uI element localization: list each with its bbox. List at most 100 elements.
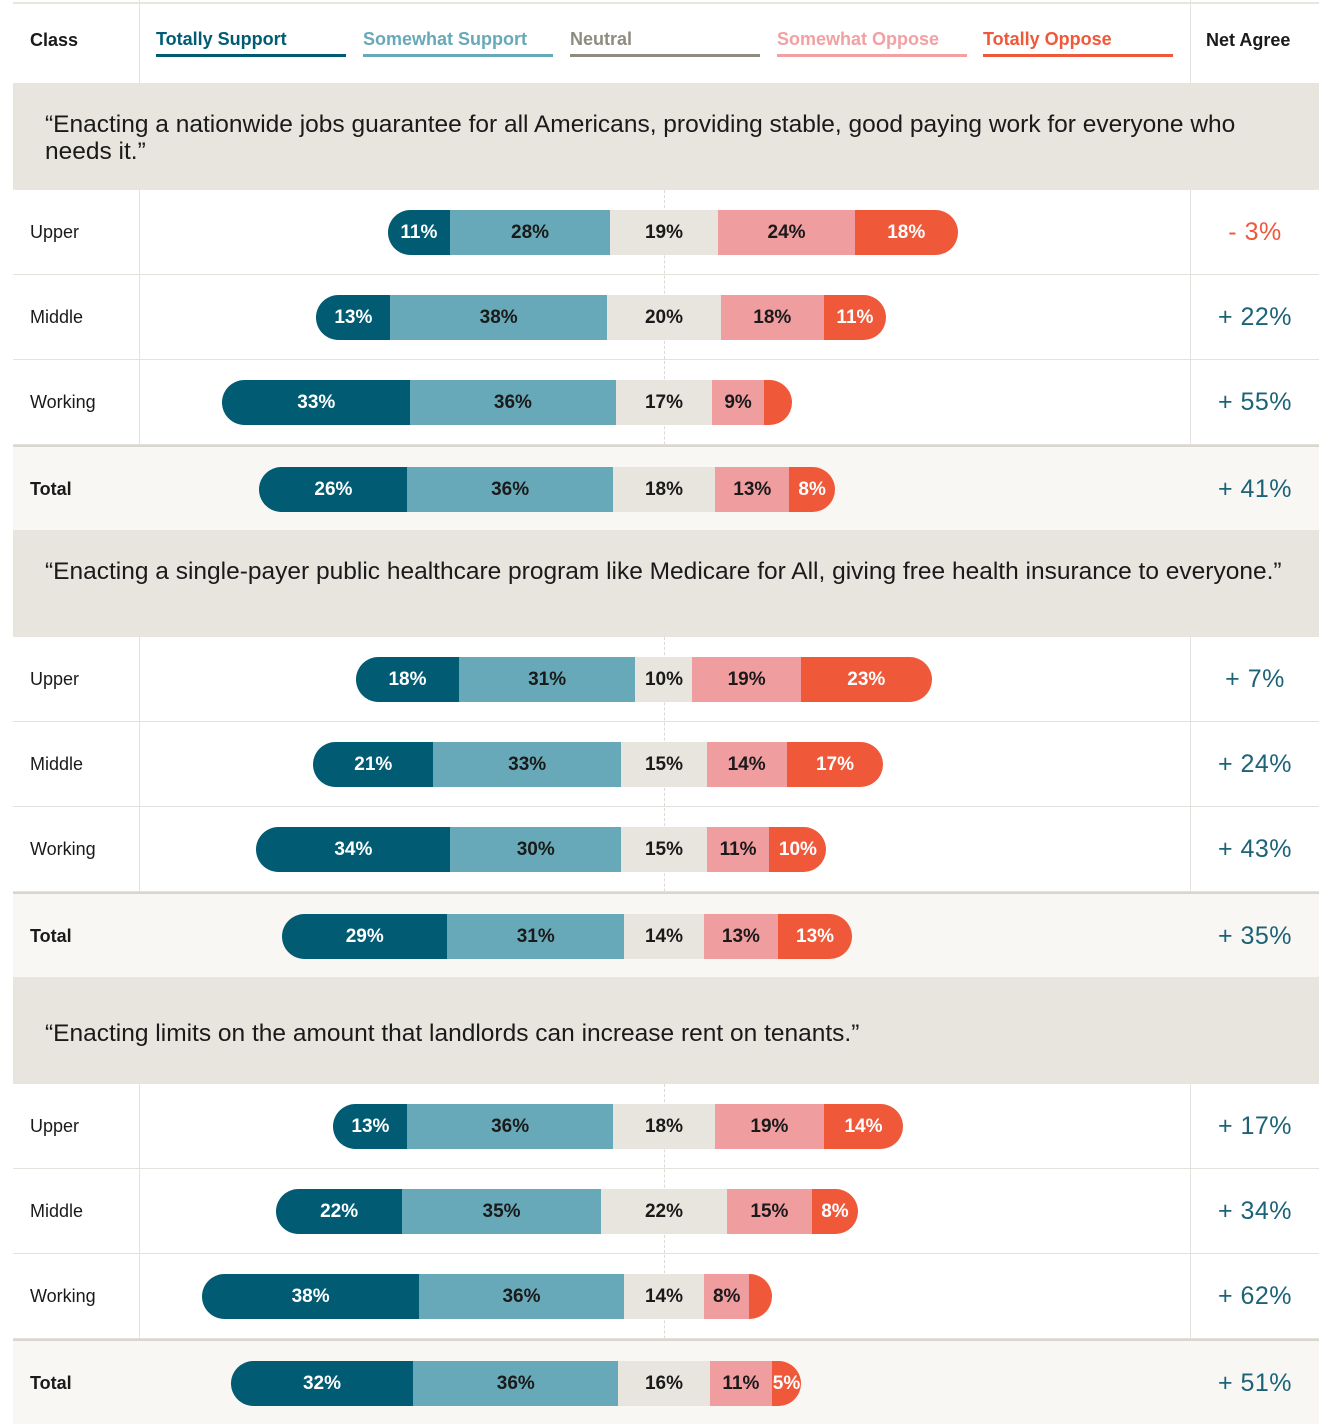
class-row-upper: Upper 11% 28% 19% 24% 18% - 3% xyxy=(13,190,1319,275)
center-guide-line xyxy=(664,637,665,977)
class-row-upper: Upper 18% 31% 10% 19% 23% + 7% xyxy=(13,637,1319,722)
section-header: “Enacting limits on the amount that land… xyxy=(13,977,1319,1084)
segment-somewhat-support: 31% xyxy=(458,657,636,702)
segment-somewhat-support: 38% xyxy=(390,295,607,340)
segment-neutral: 19% xyxy=(609,210,719,255)
segment-somewhat-support: 36% xyxy=(410,380,616,425)
segment-totally-support: 33% xyxy=(222,380,411,425)
segment-somewhat-oppose: 8% xyxy=(703,1274,750,1319)
segment-neutral: 10% xyxy=(635,657,693,702)
net-agree-value: + 41% xyxy=(1217,475,1293,503)
stacked-bar: 38% 36% 14% 8% xyxy=(202,1274,773,1319)
row-label: Total xyxy=(30,479,72,499)
row-label: Working xyxy=(30,392,96,412)
net-agree-value: + 51% xyxy=(1217,1369,1293,1397)
net-agree-value: + 17% xyxy=(1217,1112,1293,1140)
net-agree-value: + 35% xyxy=(1217,922,1293,950)
legend-item-somewhat-oppose: Somewhat Oppose xyxy=(777,29,967,57)
segment-somewhat-support: 36% xyxy=(418,1274,625,1319)
segment-totally-support: 18% xyxy=(356,657,459,702)
total-row: Total 26% 36% 18% 13% 8% + 41% xyxy=(13,445,1319,530)
segment-totally-support: 21% xyxy=(313,742,434,787)
segment-somewhat-support: 28% xyxy=(450,210,610,255)
row-label: Middle xyxy=(30,1201,84,1221)
section-header: “Enacting a nationwide jobs guarantee fo… xyxy=(13,83,1319,190)
stacked-bar: 13% 38% 20% 18% 11% xyxy=(316,295,887,340)
segment-totally-support: 11% xyxy=(387,210,451,255)
net-agree-value: + 24% xyxy=(1217,750,1293,778)
survey-chart: Class Net Agree Totally Support Somewhat … xyxy=(13,0,1319,1424)
segment-somewhat-support: 33% xyxy=(433,742,622,787)
total-row: Total 29% 31% 14% 13% 13% + 35% xyxy=(13,892,1319,977)
class-row-middle: Middle 13% 38% 20% 18% 11% + 22% xyxy=(13,275,1319,360)
stacked-bar: 21% 33% 15% 14% 17% xyxy=(313,742,884,787)
column-divider xyxy=(139,0,140,1394)
segment-totally-oppose: 8% xyxy=(812,1189,858,1234)
stacked-bar: 33% 36% 17% 9% xyxy=(222,380,793,425)
segment-totally-support: 13% xyxy=(316,295,391,340)
segment-somewhat-oppose: 14% xyxy=(706,742,787,787)
net-agree-value: + 55% xyxy=(1217,388,1293,416)
class-row-working: Working 34% 30% 15% 11% 10% + 43% xyxy=(13,807,1319,892)
segment-neutral: 17% xyxy=(615,380,713,425)
class-row-working: Working 38% 36% 14% 8% + 62% xyxy=(13,1254,1319,1339)
segment-totally-support: 13% xyxy=(333,1104,408,1149)
segment-neutral: 18% xyxy=(612,1104,716,1149)
segment-totally-oppose: 5% xyxy=(772,1361,801,1406)
segment-somewhat-oppose: 9% xyxy=(712,380,764,425)
net-agree-value: + 34% xyxy=(1217,1197,1293,1225)
section-header: “Enacting a single-payer public healthca… xyxy=(13,530,1319,637)
segment-totally-support: 32% xyxy=(230,1361,414,1406)
segment-somewhat-support: 31% xyxy=(447,914,625,959)
stacked-bar: 34% 30% 15% 11% 10% xyxy=(256,827,827,872)
segment-somewhat-oppose: 24% xyxy=(718,210,855,255)
net-agree-value: + 7% xyxy=(1225,665,1285,693)
segment-somewhat-oppose: 18% xyxy=(720,295,824,340)
top-rule xyxy=(13,2,1319,4)
segment-somewhat-oppose: 11% xyxy=(709,1361,773,1406)
segment-totally-oppose xyxy=(749,1274,773,1319)
class-column-header: Class xyxy=(30,30,79,50)
segment-totally-support: 22% xyxy=(276,1189,402,1234)
segment-somewhat-oppose: 11% xyxy=(706,827,770,872)
segment-totally-support: 38% xyxy=(202,1274,419,1319)
class-row-upper: Upper 13% 36% 18% 19% 14% + 17% xyxy=(13,1084,1319,1169)
column-divider xyxy=(1190,0,1191,1394)
segment-totally-support: 26% xyxy=(259,467,408,512)
stacked-bar: 29% 31% 14% 13% 13% xyxy=(282,914,853,959)
row-label: Upper xyxy=(30,222,80,242)
segment-somewhat-support: 30% xyxy=(450,827,622,872)
segment-totally-oppose: 18% xyxy=(854,210,958,255)
class-row-middle: Middle 21% 33% 15% 14% 17% + 24% xyxy=(13,722,1319,807)
row-label: Middle xyxy=(30,307,84,327)
net-agree-column-header: Net Agree xyxy=(1206,30,1291,50)
net-agree-value: + 62% xyxy=(1217,1282,1293,1310)
net-agree-value: + 43% xyxy=(1217,835,1293,863)
segment-totally-oppose: 8% xyxy=(789,467,835,512)
stacked-bar: 22% 35% 22% 15% 8% xyxy=(276,1189,858,1234)
row-label: Upper xyxy=(30,669,80,689)
segment-totally-oppose: 11% xyxy=(823,295,887,340)
segment-somewhat-oppose: 19% xyxy=(715,1104,824,1149)
segment-neutral: 14% xyxy=(624,914,704,959)
stacked-bar: 18% 31% 10% 19% 23% xyxy=(356,657,932,702)
stacked-bar: 11% 28% 19% 24% 18% xyxy=(387,210,958,255)
segment-somewhat-support: 36% xyxy=(413,1361,619,1406)
total-row: Total 32% 36% 16% 11% 5% + 51% xyxy=(13,1339,1319,1424)
segment-totally-oppose: 17% xyxy=(786,742,884,787)
net-agree-value: - 3% xyxy=(1228,218,1282,246)
row-label: Total xyxy=(30,926,72,946)
stacked-bar: 26% 36% 18% 13% 8% xyxy=(259,467,835,512)
segment-neutral: 18% xyxy=(612,467,716,512)
segment-somewhat-support: 36% xyxy=(407,467,613,512)
net-agree-value: + 22% xyxy=(1217,303,1293,331)
row-label: Working xyxy=(30,1286,96,1306)
center-guide-line xyxy=(664,190,665,530)
segment-totally-oppose: 13% xyxy=(777,914,853,959)
section-title: “Enacting a single-payer public healthca… xyxy=(45,558,1282,585)
segment-neutral: 15% xyxy=(621,827,707,872)
segment-totally-support: 29% xyxy=(282,914,448,959)
stacked-bar: 32% 36% 16% 11% 5% xyxy=(230,1361,801,1406)
legend-item-somewhat-support: Somewhat Support xyxy=(363,29,553,57)
center-guide-line xyxy=(664,1084,665,1424)
